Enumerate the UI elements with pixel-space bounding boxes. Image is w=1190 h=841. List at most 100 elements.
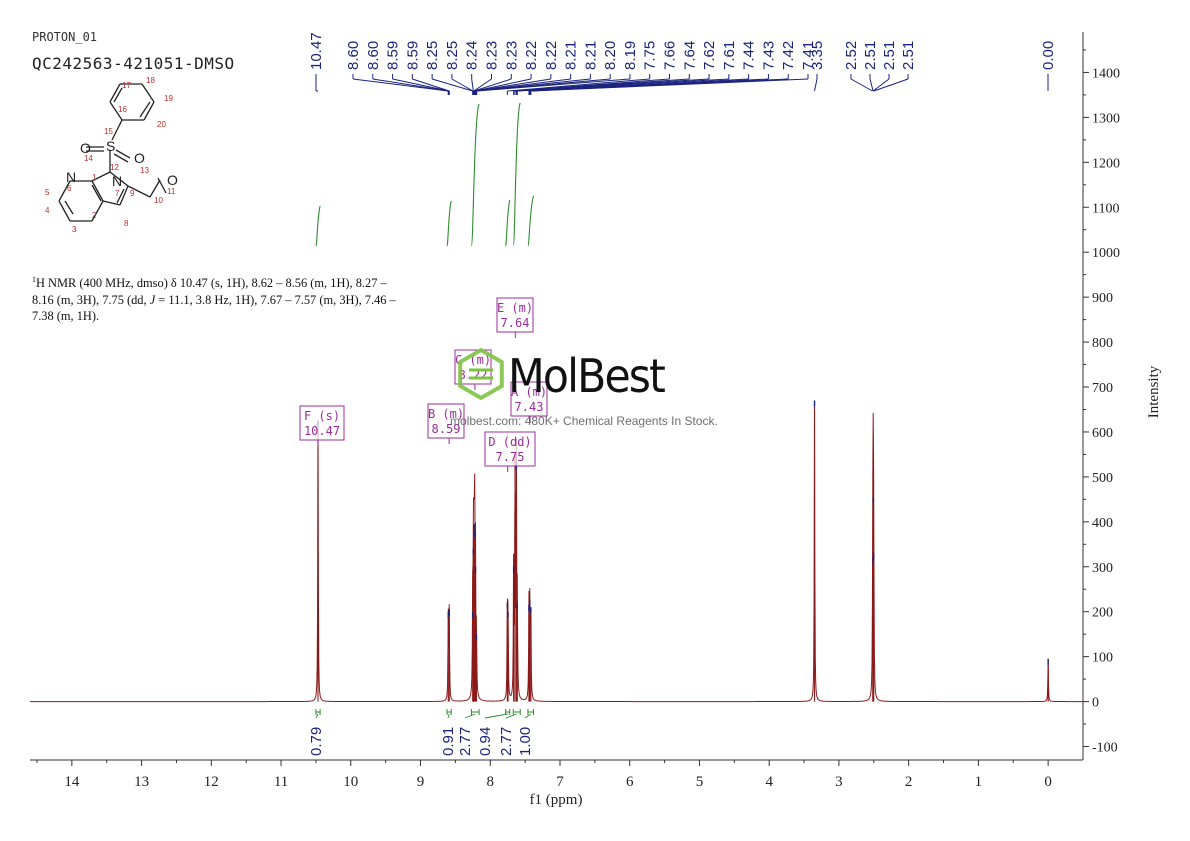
coupling-symbol: J [149,292,156,307]
x-tick-label: 8 [487,774,495,790]
y-tick-label: 800 [1092,336,1113,351]
x-tick-label: 11 [274,774,288,790]
multiplet-box [299,405,345,441]
peak-label: 8.19 [622,41,639,70]
molbest-watermark: MolBest [458,347,667,403]
nmr-description: 1H NMR (400 MHz, dmso) δ 10.47 (s, 1H), … [32,272,404,325]
nucleus-superscript: 1 [32,275,36,284]
y-tick-label: 300 [1092,561,1113,576]
x-tick-label: 7 [556,774,564,790]
multiplet-shift: 10.47 [304,424,340,438]
atom-number: 18 [146,76,155,85]
atom-number: 16 [118,105,127,114]
y-tick-label: 100 [1092,651,1113,666]
multiplet-id: F (s) [304,409,340,423]
peak-label: 8.22 [523,41,540,70]
y-tick-label: 0 [1092,696,1099,711]
integral-leader [315,713,319,719]
y-tick-label: 700 [1092,381,1113,396]
y-tick-label: 200 [1092,606,1113,621]
multiplet-shift: 7.64 [501,316,530,330]
integral-value: 1.00 [517,727,534,756]
atom-symbol: S [106,138,115,154]
peak-label-leader [869,78,874,92]
peak-label: 8.60 [365,41,382,70]
x-tick-label: 0 [1044,774,1052,790]
atom-number: 11 [167,187,176,196]
peak-label: 8.59 [385,41,402,70]
y-tick-label: -100 [1092,741,1118,756]
peak-label: 8.22 [543,41,560,70]
y-tick-label: 900 [1092,291,1113,306]
y-tick-label: 1400 [1092,66,1120,81]
x-tick-label: 10 [343,774,358,790]
y-tick-label: 1300 [1092,111,1120,126]
y-axis-label: Intensity [1146,365,1162,418]
molecule-bond [58,200,71,222]
peak-label-leader [474,78,532,92]
molecule-bond [64,200,74,215]
experiment-name: PROTON_01 [32,30,98,44]
peak-label-leader [507,78,650,92]
watermark-hexagon [458,347,504,401]
peak-label: 8.21 [582,41,599,70]
integral-curve [527,195,535,247]
peak-label-leader [473,78,492,92]
atom-number: 15 [104,127,113,136]
molecule-bond [109,83,121,103]
molecule-bond [111,119,123,141]
peak-label-leader [451,78,474,92]
peak-label-leader [873,78,909,92]
peak-label-leader [872,78,890,92]
molecule-bond [109,101,123,121]
integral-curve [470,103,480,247]
peak-label-leader [517,78,729,92]
peak-label-leader [850,78,873,92]
molecule-bond [139,101,151,118]
integral-curve [512,102,521,247]
peak-label: 8.20 [602,41,619,70]
molecule-bond [109,171,129,187]
peak-label-leader [352,78,449,92]
atom-number: 20 [157,120,166,129]
peak-label: 0.00 [1040,41,1057,70]
peak-label: 7.43 [760,41,777,70]
molecule-bond [58,180,71,202]
y-tick-label: 1200 [1092,156,1120,171]
watermark-tagline: molbest.com: 480K+ Chemical Reagents In … [450,414,718,428]
integral-curve [505,199,511,247]
atom-symbol: O [80,140,91,156]
molecule-bond [115,149,131,159]
molecule-bond [113,87,123,103]
x-tick-label: 4 [765,774,773,790]
multiplet-id: B (m) [428,407,464,421]
atom-number: 12 [110,163,119,172]
peak-label: 8.24 [464,41,481,70]
sample-id: QC242563-421051-DMSO [32,54,235,73]
peak-label: 8.23 [483,41,500,70]
atom-number: 8 [124,219,129,228]
watermark-brand: MolBest [508,349,665,403]
peak-label: 7.44 [741,41,758,70]
multiplet-box [510,381,548,417]
peak-label-leader [372,78,449,92]
x-tick-label: 2 [905,774,913,790]
molecule-bond [91,171,111,182]
integral-leader [524,713,531,719]
atom-number: 17 [122,81,131,90]
peak-label: 7.42 [780,41,797,70]
multiplet-id: D (dd) [488,435,531,449]
integral-leader [464,713,476,719]
y-tick-label: 600 [1092,426,1113,441]
y-tick-label: 500 [1092,471,1113,486]
atom-number: 10 [154,196,163,205]
multiplet-id: E (m) [497,301,533,315]
multiplet-shift: 7.75 [496,450,525,464]
peak-label: 7.64 [681,41,698,70]
atom-number: 3 [72,225,77,234]
integral-value: 2.77 [457,727,474,756]
multiplet-box [427,403,465,439]
peak-label: 3.35 [809,41,826,70]
peak-label-leader [814,78,818,92]
